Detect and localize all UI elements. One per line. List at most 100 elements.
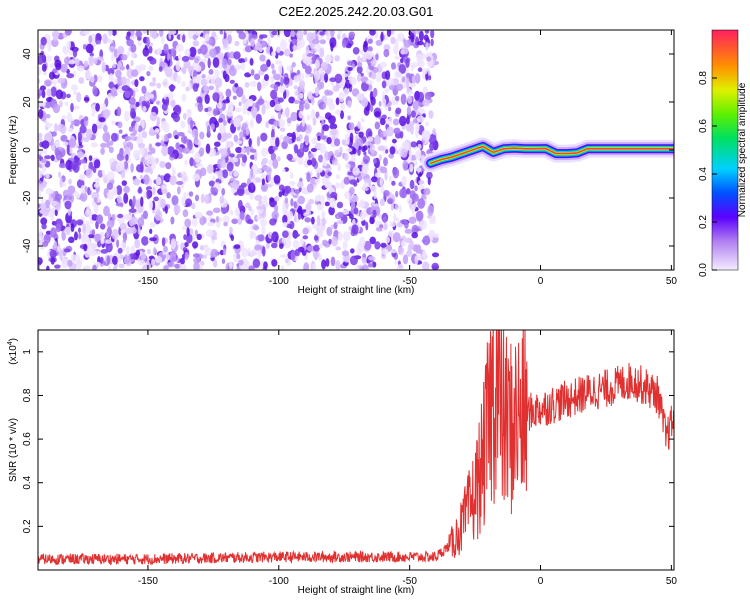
noise-blob — [221, 132, 228, 142]
noise-blob — [201, 254, 207, 259]
noise-blob — [290, 198, 294, 207]
noise-blob — [341, 73, 349, 78]
noise-blob — [229, 226, 233, 235]
noise-blob — [353, 207, 359, 215]
noise-blob — [141, 131, 148, 139]
noise-blob — [411, 193, 419, 202]
noise-blob — [83, 243, 88, 252]
noise-blob — [348, 31, 356, 39]
noise-blob — [169, 48, 177, 57]
noise-blob — [296, 30, 304, 41]
noise-blob — [125, 35, 131, 41]
noise-blob — [222, 215, 230, 224]
noise-blob — [393, 127, 401, 135]
x-tick-label: -50 — [402, 576, 417, 587]
noise-blob — [86, 204, 90, 215]
noise-blob — [97, 169, 103, 178]
noise-blob — [64, 30, 72, 36]
noise-blob — [85, 168, 93, 179]
noise-blob — [341, 139, 346, 144]
noise-blob — [121, 180, 128, 186]
noise-blob — [356, 93, 364, 101]
noise-blob — [234, 83, 239, 88]
noise-blob — [231, 218, 239, 225]
noise-blob — [76, 219, 84, 226]
noise-blob — [394, 38, 399, 48]
chart-title: C2E2.2025.242.20.03.G01 — [279, 4, 434, 19]
noise-blob — [221, 207, 228, 215]
x-tick-label: -100 — [269, 576, 289, 587]
noise-blob — [299, 121, 307, 133]
noise-blob — [116, 185, 123, 196]
noise-blob — [254, 42, 263, 51]
noise-blob — [83, 265, 91, 270]
noise-blob — [206, 164, 214, 174]
noise-blob — [398, 204, 402, 214]
noise-blob — [102, 33, 108, 45]
noise-blob — [182, 112, 187, 120]
noise-blob — [67, 112, 72, 123]
noise-blob — [337, 30, 342, 36]
noise-blob — [256, 136, 261, 147]
noise-blob — [199, 44, 208, 55]
noise-blob — [184, 159, 188, 166]
y-tick-label: 0.2 — [22, 519, 33, 533]
noise-blob — [163, 264, 169, 270]
noise-blob — [232, 179, 240, 190]
noise-blob — [420, 108, 426, 115]
noise-blob — [311, 95, 315, 106]
noise-blob — [67, 127, 74, 133]
noise-blob — [210, 75, 216, 85]
noise-blob — [130, 108, 136, 119]
noise-blob — [293, 75, 300, 83]
noise-blob — [151, 258, 155, 267]
noise-blob — [328, 115, 336, 125]
noise-blob — [192, 82, 199, 92]
noise-blob — [100, 147, 105, 155]
noise-blob — [94, 233, 100, 243]
noise-blob — [88, 155, 93, 162]
noise-blob — [385, 149, 389, 154]
noise-blob — [212, 92, 220, 102]
noise-blob — [158, 66, 163, 72]
noise-blob — [147, 248, 151, 255]
noise-blob — [254, 168, 263, 174]
noise-blob — [292, 233, 300, 238]
noise-blob — [200, 78, 208, 87]
snr-x-ticks: -150 -100 -50 0 50 — [138, 330, 677, 587]
noise-blob — [45, 101, 52, 109]
noise-blob — [244, 45, 253, 53]
noise-blob — [254, 194, 263, 201]
noise-blob — [405, 116, 410, 125]
noise-blob — [186, 109, 192, 118]
noise-blob — [151, 31, 158, 40]
heatmap-x-axis-label: Height of straight line (km) — [298, 285, 415, 296]
noise-blob — [291, 38, 297, 45]
noise-blob — [281, 140, 288, 150]
noise-blob — [238, 199, 243, 210]
noise-blob — [197, 102, 204, 112]
noise-blob — [407, 95, 413, 104]
noise-blob — [87, 234, 94, 239]
noise-blob — [271, 69, 277, 75]
noise-blob — [272, 158, 279, 169]
noise-blob — [134, 79, 139, 88]
noise-blob — [90, 142, 98, 148]
noise-blob — [192, 40, 200, 47]
noise-blob — [388, 78, 394, 85]
noise-blob — [143, 191, 147, 199]
noise-blob — [124, 90, 131, 99]
noise-blob — [326, 90, 334, 96]
noise-blob — [53, 240, 58, 249]
noise-blob — [70, 223, 75, 233]
noise-blob — [428, 75, 432, 81]
noise-blob — [250, 168, 254, 178]
noise-blob — [315, 167, 323, 173]
noise-blob — [286, 153, 293, 161]
noise-blob — [260, 34, 268, 39]
noise-blob — [149, 82, 157, 87]
noise-blob — [271, 210, 279, 220]
noise-blob — [219, 30, 224, 35]
noise-blob — [310, 148, 317, 152]
noise-blob — [133, 116, 141, 123]
